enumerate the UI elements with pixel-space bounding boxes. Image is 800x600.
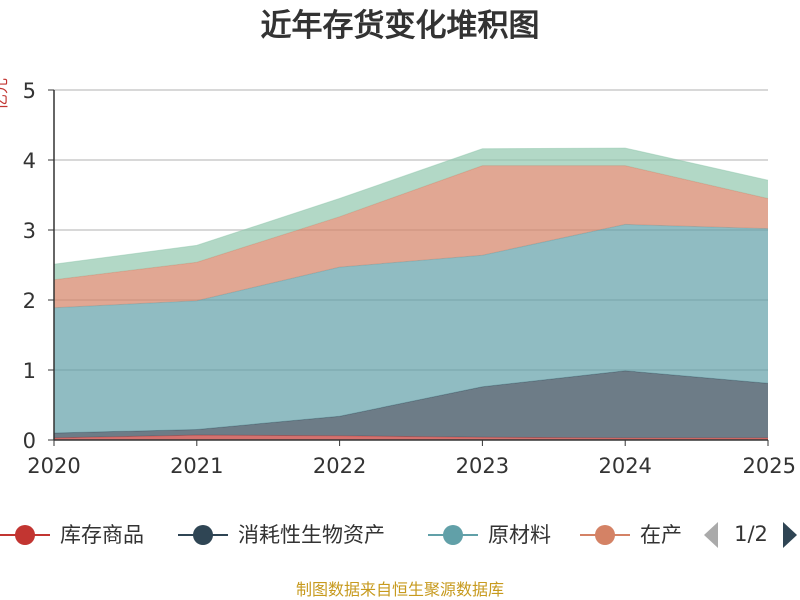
area-series-3 — [54, 165, 768, 308]
x-tick-label: 2024 — [598, 454, 651, 478]
x-tick-label: 2021 — [170, 454, 223, 478]
legend-marker[interactable] — [443, 525, 463, 545]
legend-marker[interactable] — [193, 525, 213, 545]
y-tick-label: 1 — [23, 359, 36, 383]
x-tick-label: 2022 — [313, 454, 366, 478]
legend-label[interactable]: 在产 — [640, 523, 682, 547]
chart-title: 近年存货变化堆积图 — [261, 8, 540, 44]
legend-prev-arrow-icon[interactable] — [704, 522, 718, 548]
area-series-2 — [54, 224, 768, 433]
x-tick-label: 2023 — [456, 454, 509, 478]
y-tick-label: 4 — [23, 149, 36, 173]
axes: 2020 2021 2022 2023 2024 2025 — [27, 90, 796, 478]
legend-label[interactable]: 原材料 — [488, 523, 551, 547]
area-series — [53, 147, 769, 440]
area-series-line-4 — [53, 147, 769, 265]
y-tick-label: 5 — [23, 79, 36, 103]
y-tick-label: 2 — [23, 289, 36, 313]
legend-label[interactable]: 消耗性生物资产 — [238, 523, 385, 547]
x-tick-label: 2025 — [743, 454, 796, 478]
y-tick-label: 3 — [23, 219, 36, 243]
y-tick-label: 0 — [23, 429, 36, 453]
legend-page-indicator: 1/2 — [734, 522, 768, 546]
area-series-1 — [54, 370, 768, 438]
legend: 库存商品 消耗性生物资产 原材料 在产 — [0, 523, 682, 547]
area-series-0 — [54, 435, 768, 440]
legend-marker[interactable] — [15, 525, 35, 545]
area-series-4 — [54, 148, 768, 280]
legend-marker[interactable] — [595, 525, 615, 545]
y-axis-label: 亿元 — [0, 78, 10, 110]
source-note: 制图数据来自恒生聚源数据库 — [296, 580, 504, 599]
x-tick-label: 2020 — [27, 454, 80, 478]
legend-label[interactable]: 库存商品 — [60, 523, 144, 547]
legend-next-arrow-icon[interactable] — [783, 522, 797, 548]
